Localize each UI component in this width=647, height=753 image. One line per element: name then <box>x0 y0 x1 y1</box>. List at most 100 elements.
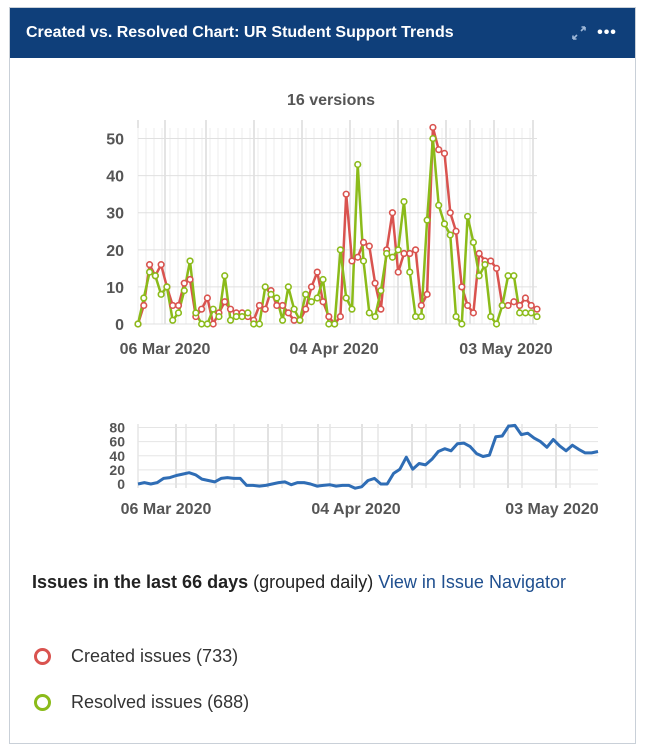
created-data-point <box>452 227 460 235</box>
created-data-point <box>377 305 385 313</box>
created-data-point <box>319 298 327 306</box>
trend-series-line <box>137 423 599 490</box>
summary: Issues in the last 66 days (grouped dail… <box>32 568 612 597</box>
created-data-point <box>198 305 206 313</box>
legend-created-label: Created issues (733) <box>71 646 239 666</box>
resolved-data-point <box>267 290 275 298</box>
resolved-data-point <box>255 320 264 328</box>
created-data-point <box>145 261 154 269</box>
created-data-point <box>371 279 379 287</box>
created-data-point <box>342 190 350 198</box>
created-data-point <box>527 301 535 310</box>
created-data-point <box>157 261 165 269</box>
resolved-data-point <box>302 290 310 298</box>
created-data-point <box>255 301 264 310</box>
created-data-point <box>140 301 148 310</box>
resolved-data-point <box>226 316 235 324</box>
resolved-data-point <box>319 275 327 284</box>
created-data-point <box>458 283 466 291</box>
created-data-point <box>203 294 211 302</box>
resolved-data-point <box>377 287 385 295</box>
resolved-data-point <box>406 268 414 276</box>
resolved-data-point <box>429 134 437 143</box>
created-data-point <box>325 312 333 321</box>
resolved-data-point <box>151 272 159 280</box>
resolved-data-point <box>481 261 489 269</box>
resolved-data-point <box>383 249 391 258</box>
resolved-data-point <box>452 312 460 321</box>
resolved-data-point <box>186 257 194 265</box>
resolved-data-point <box>221 272 229 280</box>
resolved-data-point <box>261 283 269 291</box>
x-tick-label: 04 Apr 2020 <box>289 341 378 358</box>
resolved-data-point <box>203 320 211 328</box>
resolved-data-point <box>400 198 408 206</box>
created-data-point <box>174 301 183 310</box>
resolved-data-point <box>371 312 379 321</box>
resolved-data-point <box>145 268 154 276</box>
created-data-point <box>221 298 229 306</box>
y-tick-label: 0 <box>117 476 125 492</box>
resolved-data-point <box>284 283 292 291</box>
created-data-point <box>359 238 368 246</box>
y-tick-label: 30 <box>106 206 124 223</box>
resolved-data-point <box>498 301 506 310</box>
created-series-line <box>136 126 538 326</box>
resolved-data-point <box>278 316 287 324</box>
resolved-data-point <box>527 309 535 317</box>
x-tick-label: 03 May 2020 <box>459 341 553 358</box>
resolved-data-point <box>174 309 183 317</box>
resolved-data-point <box>140 294 148 302</box>
resolved-data-point <box>331 320 339 328</box>
more-options-icon[interactable]: ••• <box>597 24 617 41</box>
resolved-data-point <box>290 305 298 313</box>
resolved-marker-icon <box>34 694 51 711</box>
created-data-point <box>388 209 397 217</box>
view-in-issue-navigator-link[interactable]: View in Issue Navigator <box>378 572 566 592</box>
created-data-point <box>365 242 373 250</box>
resolved-data-point <box>446 231 454 239</box>
x-tick-label: 06 Mar 2020 <box>120 341 211 358</box>
resolved-data-point <box>134 320 142 328</box>
resolved-data-point <box>244 309 252 317</box>
y-tick-label: 0 <box>115 317 124 334</box>
created-data-point <box>411 246 420 254</box>
legend-resolved[interactable]: Resolved issues (688) <box>32 692 249 713</box>
created-data-point <box>354 253 362 261</box>
created-data-point <box>394 268 402 276</box>
created-marker-icon <box>34 648 51 665</box>
created-data-point <box>464 301 472 310</box>
created-data-point <box>348 257 356 265</box>
resolved-data-point <box>348 305 356 313</box>
resolved-data-point <box>469 238 477 246</box>
resolved-data-point <box>464 212 472 221</box>
legend-created[interactable]: Created issues (733) <box>32 646 238 667</box>
resolved-data-point <box>157 290 165 298</box>
summary-grouping: (grouped daily) <box>253 572 374 592</box>
resolved-data-point <box>394 246 402 254</box>
resolved-data-point <box>342 294 350 302</box>
resolved-data-point <box>510 272 518 280</box>
summary-headline: Issues in the last 66 days <box>32 572 249 592</box>
y-tick-label: 40 <box>109 448 125 464</box>
y-tick-label: 40 <box>106 169 124 186</box>
y-tick-label: 10 <box>106 280 124 297</box>
y-tick-label: 80 <box>109 420 125 436</box>
created-vs-resolved-chart: 16 versions 0 10 20 30 40 50 06 Mar 2020 04 Apr … <box>106 92 553 358</box>
created-data-point <box>492 264 501 272</box>
resolved-data-point <box>458 320 466 328</box>
created-data-point <box>406 249 414 258</box>
resolved-data-point <box>238 312 246 321</box>
gadget-header: Created vs. Resolved Chart: UR Student S… <box>10 8 635 58</box>
y-tick-label: 50 <box>106 132 124 149</box>
resolved-data-point <box>359 257 368 265</box>
resolved-data-point <box>180 287 188 295</box>
resolved-data-point <box>492 320 501 328</box>
created-data-point <box>417 301 425 310</box>
resolved-data-point <box>475 272 483 280</box>
resolved-data-point <box>388 253 397 261</box>
y-tick-label: 20 <box>106 243 124 260</box>
chart-title: 16 versions <box>287 92 375 109</box>
resolved-data-point <box>313 294 321 302</box>
expand-icon[interactable] <box>565 19 593 47</box>
